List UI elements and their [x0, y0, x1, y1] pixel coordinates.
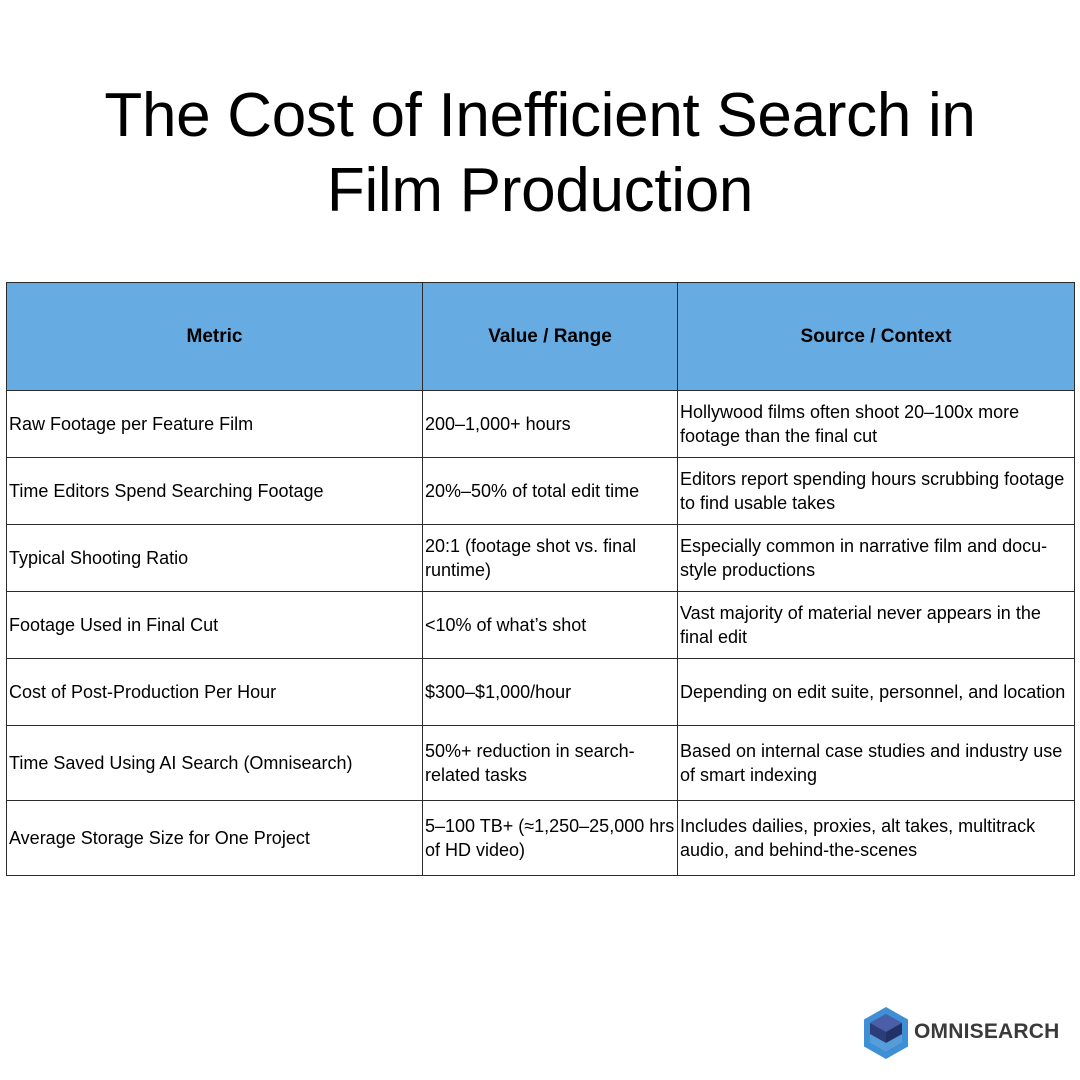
metric-cell: Raw Footage per Feature Film	[6, 390, 423, 458]
column-header-source: Source / Context	[677, 282, 1075, 391]
value-cell: 5–100 TB+ (≈1,250–25,000 hrs of HD video…	[422, 800, 678, 876]
table-row: Time Editors Spend Searching Footage 20%…	[6, 457, 1075, 525]
value-cell: 20%–50% of total edit time	[422, 457, 678, 525]
page-title: The Cost of Inefficient Search in Film P…	[104, 81, 976, 225]
column-header-metric: Metric	[6, 282, 423, 391]
table-row: Average Storage Size for One Project 5–1…	[6, 800, 1075, 876]
source-cell: Vast majority of material never appears …	[677, 591, 1075, 659]
metric-cell: Time Saved Using AI Search (Omnisearch)	[6, 725, 423, 801]
value-cell: 200–1,000+ hours	[422, 390, 678, 458]
hexagon-cube-icon	[864, 1007, 908, 1059]
metric-cell: Average Storage Size for One Project	[6, 800, 423, 876]
source-cell: Depending on edit suite, personnel, and …	[677, 658, 1075, 726]
metric-cell: Cost of Post-Production Per Hour	[6, 658, 423, 726]
metric-cell: Typical Shooting Ratio	[6, 524, 423, 592]
source-cell: Based on internal case studies and indus…	[677, 725, 1075, 801]
metrics-table: Metric Value / Range Source / Context Ra…	[6, 282, 1075, 876]
value-cell: 50%+ reduction in search-related tasks	[422, 725, 678, 801]
value-cell: 20:1 (footage shot vs. final runtime)	[422, 524, 678, 592]
value-cell: $300–$1,000/hour	[422, 658, 678, 726]
table-row: Cost of Post-Production Per Hour $300–$1…	[6, 658, 1075, 726]
metric-cell: Footage Used in Final Cut	[6, 591, 423, 659]
source-cell: Includes dailies, proxies, alt takes, mu…	[677, 800, 1075, 876]
source-cell: Editors report spending hours scrubbing …	[677, 457, 1075, 525]
table-row: Raw Footage per Feature Film 200–1,000+ …	[6, 390, 1075, 458]
brand-name: OMNISEARCH	[914, 1020, 1060, 1043]
value-cell: <10% of what’s shot	[422, 591, 678, 659]
table-row: Footage Used in Final Cut <10% of what’s…	[6, 591, 1075, 659]
metric-cell: Time Editors Spend Searching Footage	[6, 457, 423, 525]
source-cell: Especially common in narrative film and …	[677, 524, 1075, 592]
column-header-value: Value / Range	[422, 282, 678, 391]
table-row: Typical Shooting Ratio 20:1 (footage sho…	[6, 524, 1075, 592]
table-row: Time Saved Using AI Search (Omnisearch) …	[6, 725, 1075, 801]
source-cell: Hollywood films often shoot 20–100x more…	[677, 390, 1075, 458]
table-header-row: Metric Value / Range Source / Context	[6, 282, 1075, 391]
brand-logo: OMNISEARCH	[862, 1006, 1062, 1060]
